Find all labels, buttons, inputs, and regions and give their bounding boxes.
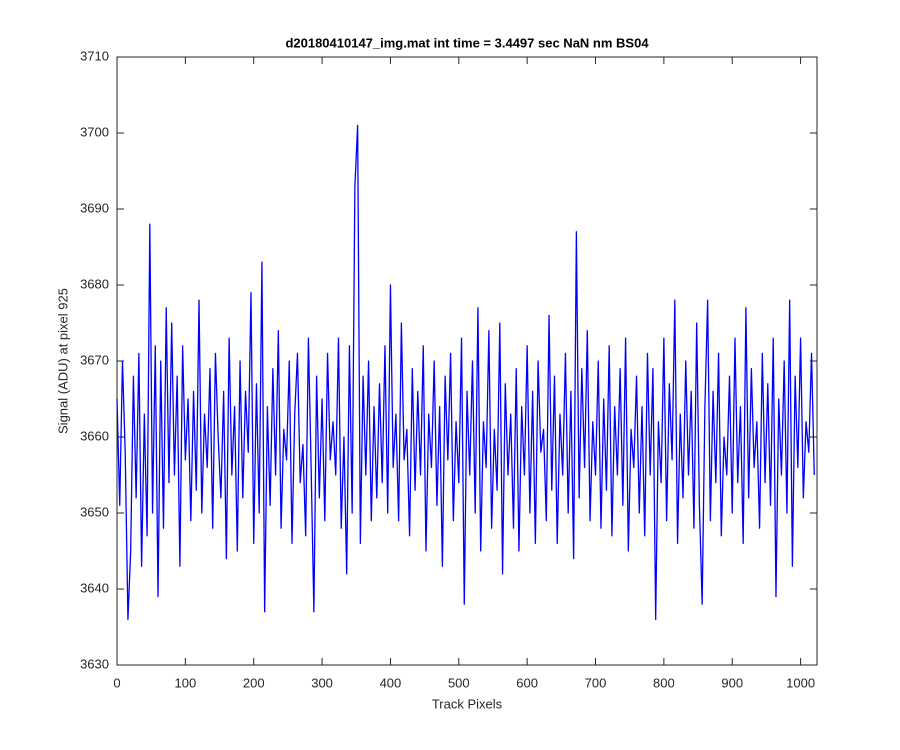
x-tick-label: 200	[243, 675, 265, 690]
x-tick-label: 600	[516, 675, 538, 690]
chart-title: d20180410147_img.mat int time = 3.4497 s…	[285, 35, 649, 50]
y-tick-label: 3700	[80, 124, 109, 139]
x-tick-label: 100	[175, 675, 197, 690]
x-tick-label: 300	[311, 675, 333, 690]
y-tick-label: 3680	[80, 276, 109, 291]
y-axis-label: Signal (ADU) at pixel 925	[55, 288, 70, 434]
y-tick-label: 3670	[80, 352, 109, 367]
x-tick-label: 1000	[786, 675, 815, 690]
x-tick-label: 700	[585, 675, 607, 690]
x-axis-label: Track Pixels	[432, 696, 503, 711]
x-tick-label: 0	[113, 675, 120, 690]
plot-box	[116, 56, 818, 666]
x-tick-label: 400	[380, 675, 402, 690]
y-tick-label: 3690	[80, 200, 109, 215]
y-tick-label: 3640	[80, 580, 109, 595]
data-line	[116, 124, 815, 621]
x-tick-label: 500	[448, 675, 470, 690]
x-tick-label: 900	[721, 675, 743, 690]
y-tick-label: 3630	[80, 656, 109, 671]
x-tick-label: 800	[653, 675, 675, 690]
y-tick-label: 3650	[80, 504, 109, 519]
y-tick-label: 3660	[80, 428, 109, 443]
y-tick-label: 3710	[80, 48, 109, 63]
